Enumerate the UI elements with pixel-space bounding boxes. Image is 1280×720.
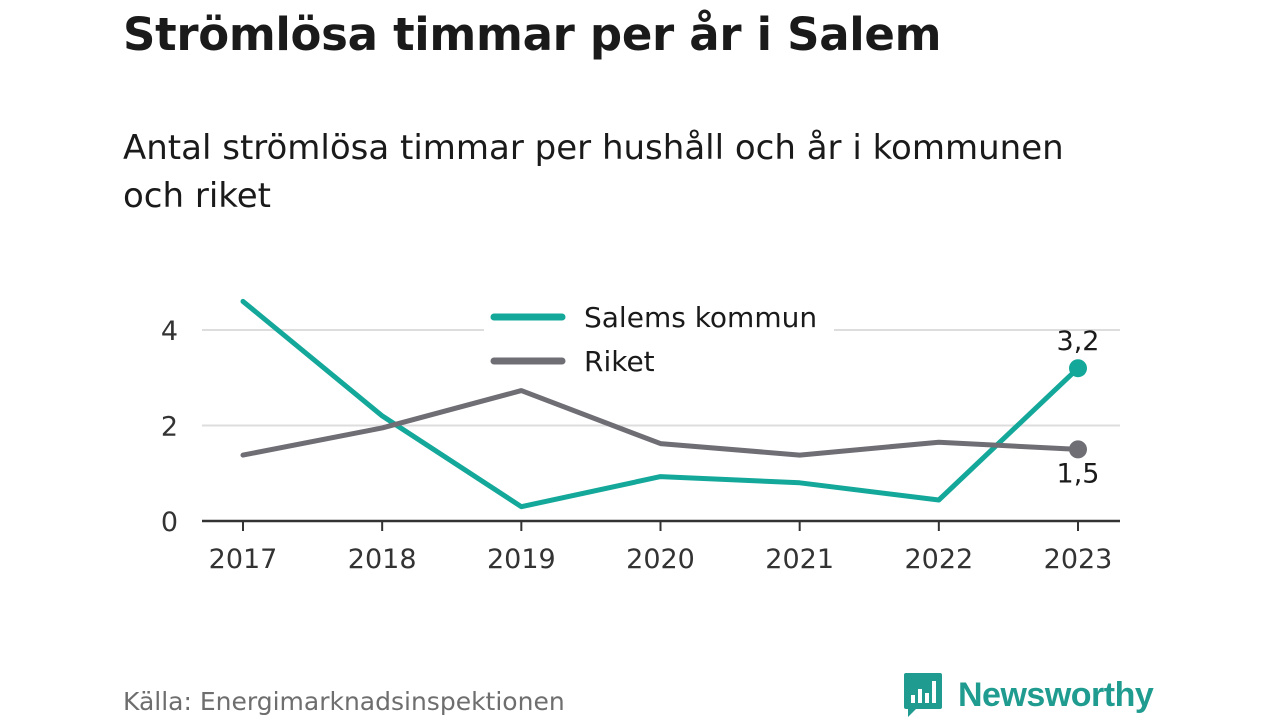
x-tick-label: 2019 xyxy=(487,544,556,575)
legend: Salems kommun Riket xyxy=(484,296,834,382)
bar-chart-icon xyxy=(904,673,942,717)
newsworthy-logo: Newsworthy xyxy=(902,670,1154,720)
source-note: Källa: Energimarknadsinspektionen xyxy=(123,687,565,716)
end-label-riket: 1,5 xyxy=(1057,458,1100,489)
legend-label-salem: Salems kommun xyxy=(584,301,817,334)
end-point-salem xyxy=(1069,359,1087,378)
x-tick-label: 2023 xyxy=(1044,544,1113,575)
axes: 0 2 4 2017 2018 2019 2020 2021 2022 2023 xyxy=(161,316,1120,575)
y-tick-label: 4 xyxy=(161,316,178,347)
brand-name: Newsworthy xyxy=(958,675,1154,714)
y-tick-label: 2 xyxy=(161,412,178,443)
series-line-salem xyxy=(240,298,1081,510)
chart-subtitle: Antal strömlösa timmar per hushåll och å… xyxy=(123,128,1064,216)
y-tick-label: 0 xyxy=(161,507,178,538)
x-tick-label: 2021 xyxy=(765,544,834,575)
legend-background xyxy=(484,296,834,382)
series-line-riket xyxy=(240,388,1081,458)
end-point-riket xyxy=(1069,440,1087,459)
x-tick-label: 2018 xyxy=(348,544,417,575)
x-tick-label: 2022 xyxy=(904,544,973,575)
chart-title: Strömlösa timmar per år i Salem xyxy=(123,8,942,61)
x-tick-label: 2017 xyxy=(209,544,278,575)
series-lines xyxy=(240,298,1081,510)
end-label-salem: 3,2 xyxy=(1057,326,1100,357)
x-tick-label: 2020 xyxy=(626,544,695,575)
end-labels: 3,2 1,5 xyxy=(1057,326,1100,489)
legend-label-riket: Riket xyxy=(584,345,655,378)
line-chart: 0 2 4 2017 2018 2019 2020 2021 2022 2023 Salems k… xyxy=(160,296,1120,575)
